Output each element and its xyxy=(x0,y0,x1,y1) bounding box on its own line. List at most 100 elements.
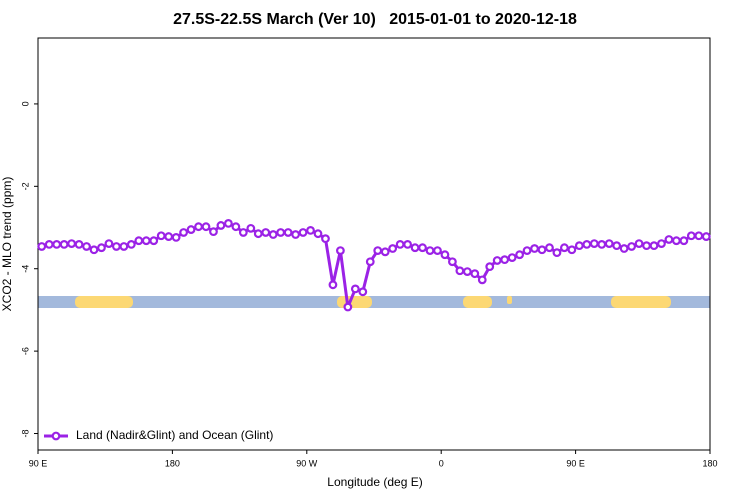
y-tick-label: -8 xyxy=(20,430,30,438)
data-point xyxy=(111,242,121,251)
data-point xyxy=(492,256,502,265)
y-tick-label: 0 xyxy=(20,101,30,106)
data-point xyxy=(336,246,345,255)
data-point xyxy=(507,253,517,262)
data-point xyxy=(313,229,323,239)
data-point xyxy=(418,243,427,253)
y-tick-label: -2 xyxy=(20,182,30,190)
data-point xyxy=(462,267,472,277)
x-tick-label: 180 xyxy=(165,458,180,468)
data-point xyxy=(515,250,524,260)
data-point xyxy=(545,243,554,253)
data-point xyxy=(156,231,166,241)
data-point xyxy=(141,236,151,246)
data-point xyxy=(649,241,659,251)
data-point xyxy=(223,218,233,228)
y-tick-label: -4 xyxy=(20,265,30,273)
data-point xyxy=(149,236,159,246)
data-point xyxy=(306,226,315,235)
data-point xyxy=(350,284,360,294)
data-point xyxy=(37,242,47,251)
data-point xyxy=(321,234,330,244)
legend-label: Land (Nadir&Glint) and Ocean (Glint) xyxy=(76,428,273,442)
data-point xyxy=(567,245,577,255)
data-point xyxy=(672,236,681,246)
data-point xyxy=(52,240,62,249)
land-segment xyxy=(463,296,492,308)
data-point xyxy=(126,240,136,249)
data-point xyxy=(67,239,76,248)
legend-marker xyxy=(51,431,61,441)
data-point xyxy=(298,228,308,237)
plot-frame xyxy=(37,37,711,451)
data-point xyxy=(209,227,218,237)
data-point xyxy=(380,247,390,257)
data-point xyxy=(425,246,435,255)
x-tick-label: 90 E xyxy=(566,458,585,468)
land-segment xyxy=(337,296,372,308)
data-point xyxy=(537,245,547,255)
data-point xyxy=(403,240,413,249)
data-point xyxy=(171,233,181,242)
data-point xyxy=(97,243,106,253)
data-point xyxy=(276,228,286,237)
y-axis-label: XCO2 - MLO trend (ppm) xyxy=(0,177,14,312)
data-point xyxy=(365,257,375,267)
land-ocean-band xyxy=(38,296,710,308)
data-point xyxy=(410,243,420,253)
x-tick-label: 0 xyxy=(439,458,444,468)
data-point xyxy=(59,240,69,249)
data-point xyxy=(253,229,263,239)
x-tick-label: 90 E xyxy=(29,458,48,468)
data-point xyxy=(657,239,666,248)
data-point xyxy=(440,250,450,260)
data-point xyxy=(164,232,174,241)
data-point xyxy=(619,244,629,253)
data-point xyxy=(433,246,442,255)
data-point xyxy=(82,242,91,251)
data-point xyxy=(455,266,465,276)
x-axis-label: Longitude (deg E) xyxy=(327,475,422,489)
series-line xyxy=(41,221,707,309)
data-point xyxy=(201,222,211,232)
data-point xyxy=(679,236,689,246)
data-point xyxy=(694,231,704,241)
data-point xyxy=(89,245,99,255)
data-point xyxy=(552,248,562,258)
land-segment xyxy=(75,296,133,308)
ocean-band xyxy=(38,296,710,308)
data-point xyxy=(104,239,114,248)
data-point xyxy=(597,240,607,249)
chart-title: 27.5S-22.5S March (Ver 10) 2015-01-01 to… xyxy=(173,11,577,28)
data-point xyxy=(470,269,480,279)
data-point xyxy=(261,228,271,237)
data-point xyxy=(134,236,144,246)
data-point xyxy=(388,244,398,253)
land-segment xyxy=(611,296,671,308)
data-point xyxy=(238,228,248,237)
x-tick-label: 180 xyxy=(702,458,717,468)
data-point xyxy=(634,239,644,248)
data-point xyxy=(291,230,301,239)
data-point xyxy=(373,246,383,255)
data-point xyxy=(642,241,651,251)
data-point xyxy=(612,241,622,251)
y-tick-label: -6 xyxy=(20,347,30,355)
data-point xyxy=(627,242,636,251)
data-point xyxy=(686,231,696,241)
x-tick-label: 90 W xyxy=(296,458,318,468)
data-point xyxy=(664,235,674,244)
data-point xyxy=(283,228,293,237)
data-point xyxy=(604,239,614,248)
data-point xyxy=(701,232,711,241)
data-point xyxy=(574,241,584,251)
data-point xyxy=(216,221,226,230)
data-point xyxy=(358,287,368,297)
data-point xyxy=(194,222,203,232)
data-point xyxy=(448,257,457,267)
data-point xyxy=(74,240,84,249)
data-point xyxy=(560,243,569,253)
data-point xyxy=(589,239,599,248)
data-point xyxy=(179,228,189,237)
